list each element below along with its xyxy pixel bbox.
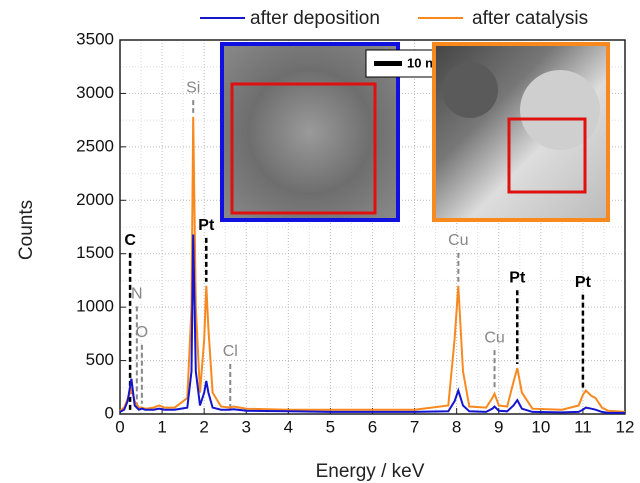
x-tick-label: 10 xyxy=(531,417,550,436)
annotation-label: Si xyxy=(186,79,200,96)
y-tick-label: 2500 xyxy=(76,136,114,155)
x-tick-label: 8 xyxy=(452,417,461,436)
x-tick-label: 9 xyxy=(494,417,503,436)
annotation-label: N xyxy=(131,286,143,303)
annotation-label: Pt xyxy=(509,270,526,287)
y-tick-label: 0 xyxy=(105,403,114,422)
x-tick-label: 2 xyxy=(199,417,208,436)
annotation-label: Cu xyxy=(448,232,468,249)
annotation-label: Pt xyxy=(198,217,215,234)
x-tick-label: 12 xyxy=(616,417,635,436)
x-tick-label: 0 xyxy=(115,417,124,436)
x-tick-label: 6 xyxy=(368,417,377,436)
x-tick-label: 5 xyxy=(326,417,335,436)
legend-label: after catalysis xyxy=(472,8,588,29)
annotation-label: Cu xyxy=(484,329,504,346)
inset-region xyxy=(230,82,377,215)
particle xyxy=(442,62,498,118)
y-tick-label: 1000 xyxy=(76,297,114,316)
x-tick-label: 11 xyxy=(574,417,592,436)
inset-images: 10 nm xyxy=(220,42,610,222)
legend-label: after deposition xyxy=(250,8,380,29)
x-tick-label: 4 xyxy=(284,417,293,436)
inset-region xyxy=(507,117,587,194)
y-tick-label: 3000 xyxy=(76,83,114,102)
y-tick-label: 3500 xyxy=(76,29,114,48)
x-tick-label: 7 xyxy=(410,417,419,436)
annotation-label: Cl xyxy=(223,343,238,360)
x-tick-label: 3 xyxy=(242,417,251,436)
y-tick-label: 500 xyxy=(86,350,114,369)
series-line xyxy=(119,116,626,413)
scale-bar xyxy=(374,61,402,66)
particle xyxy=(520,70,600,150)
y-axis-label: Counts xyxy=(16,200,37,260)
plot-area: 0 1 2 3 4 5 6 7 8 9 10 11 12050010001500200025003000… xyxy=(76,29,634,436)
y-tick-label: 2000 xyxy=(76,190,114,209)
x-axis-label: Energy / keV xyxy=(316,461,425,482)
y-tick-label: 1500 xyxy=(76,243,114,262)
annotation-label: O xyxy=(136,324,148,341)
annotation-label: Pt xyxy=(575,274,592,291)
series-line xyxy=(119,234,625,414)
annotation-label: C xyxy=(124,232,136,249)
x-tick-label: 1 xyxy=(157,417,166,436)
